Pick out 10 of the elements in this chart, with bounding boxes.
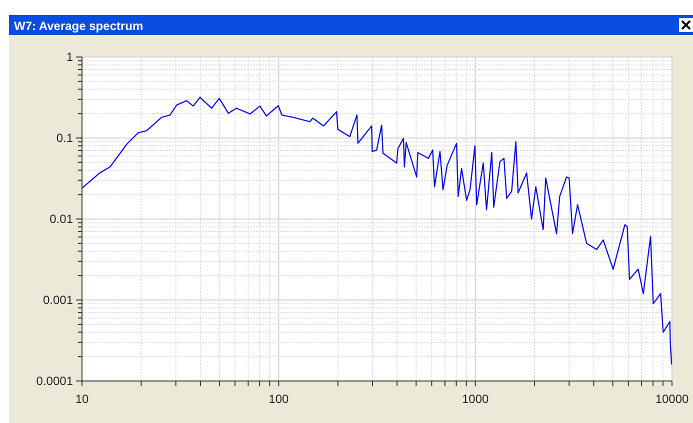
y-tick-label: 0.001 (42, 293, 74, 307)
x-tick-label: 10 (75, 392, 89, 406)
x-tick-label: 1000 (462, 392, 490, 406)
x-tick-label: 10000 (655, 392, 690, 406)
y-tick-label: 0.01 (50, 212, 74, 226)
y-tick-label: 1 (66, 50, 74, 64)
y-tick-label: 0.0001 (36, 374, 74, 388)
y-tick-label: 0.1 (56, 131, 74, 145)
x-tick-label: 100 (268, 392, 289, 406)
chart-title: W7: Average spectrum (14, 19, 144, 33)
